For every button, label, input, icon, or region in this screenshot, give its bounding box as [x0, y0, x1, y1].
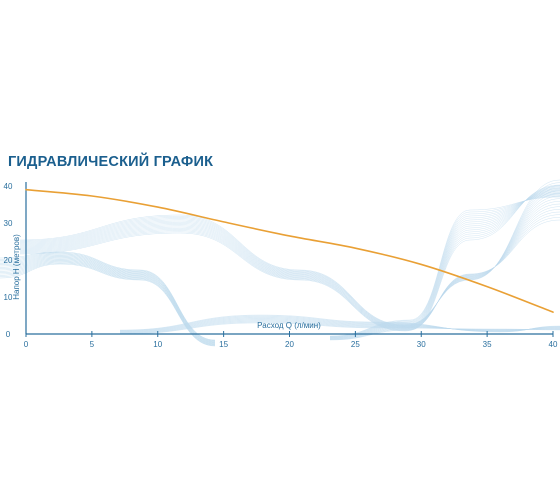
wave-line: [0, 263, 216, 347]
wave-line: [329, 189, 560, 339]
wave-line: [19, 193, 560, 328]
wave-line: [329, 187, 560, 340]
y-tick-label: 0: [6, 330, 11, 339]
wave-line: [19, 219, 560, 332]
wave-line: [19, 187, 560, 327]
wave-line: [329, 188, 560, 339]
y-tick-label: 20: [4, 256, 13, 265]
wave-line: [329, 191, 560, 338]
performance-curve: [25, 188, 554, 313]
x-tick-label: 20: [285, 340, 294, 349]
y-tick-label: 10: [4, 293, 13, 302]
x-tick-label: 15: [219, 340, 228, 349]
wave-line: [0, 262, 216, 346]
wave-line: [329, 196, 560, 337]
x-tick-label: 40: [549, 340, 558, 349]
x-tick-label: 10: [153, 340, 162, 349]
y-tick-label: 30: [4, 219, 13, 228]
chart-axes: [25, 182, 554, 337]
wave-line: [119, 322, 560, 335]
wave-line: [19, 182, 560, 326]
y-axis-label: Напор H (метров): [12, 234, 21, 300]
chart-title: ГИДРАВЛИЧЕСКИЙ ГРАФИК: [8, 154, 214, 170]
wave-line: [329, 195, 560, 337]
x-tick-label: 25: [351, 340, 360, 349]
wave-line: [19, 198, 560, 329]
wave-line: [329, 190, 560, 339]
chart-axis-labels: Расход Q (л/мин) Напор H (метров): [12, 234, 321, 330]
wave-line: [329, 193, 560, 338]
x-tick-label: 30: [417, 340, 426, 349]
wave-line: [19, 201, 560, 329]
y-tick-label: 40: [4, 182, 13, 191]
wave-line: [329, 187, 560, 340]
chart-tick-labels: 0 5 10 15 20 25 30 35 40 0 10 20 30 40: [4, 182, 558, 349]
wave-line: [19, 190, 560, 327]
x-axis-label: Расход Q (л/мин): [257, 321, 321, 330]
x-tick-label: 35: [483, 340, 492, 349]
wave-line: [329, 191, 560, 339]
wave-line: [19, 179, 560, 326]
wave-line: [329, 185, 560, 340]
wave-line: [329, 192, 560, 338]
x-tick-label: 0: [24, 340, 29, 349]
decorative-wave-background: [0, 179, 560, 347]
chart-series: [25, 188, 554, 313]
x-tick-label: 5: [90, 340, 95, 349]
wave-line: [19, 185, 560, 327]
